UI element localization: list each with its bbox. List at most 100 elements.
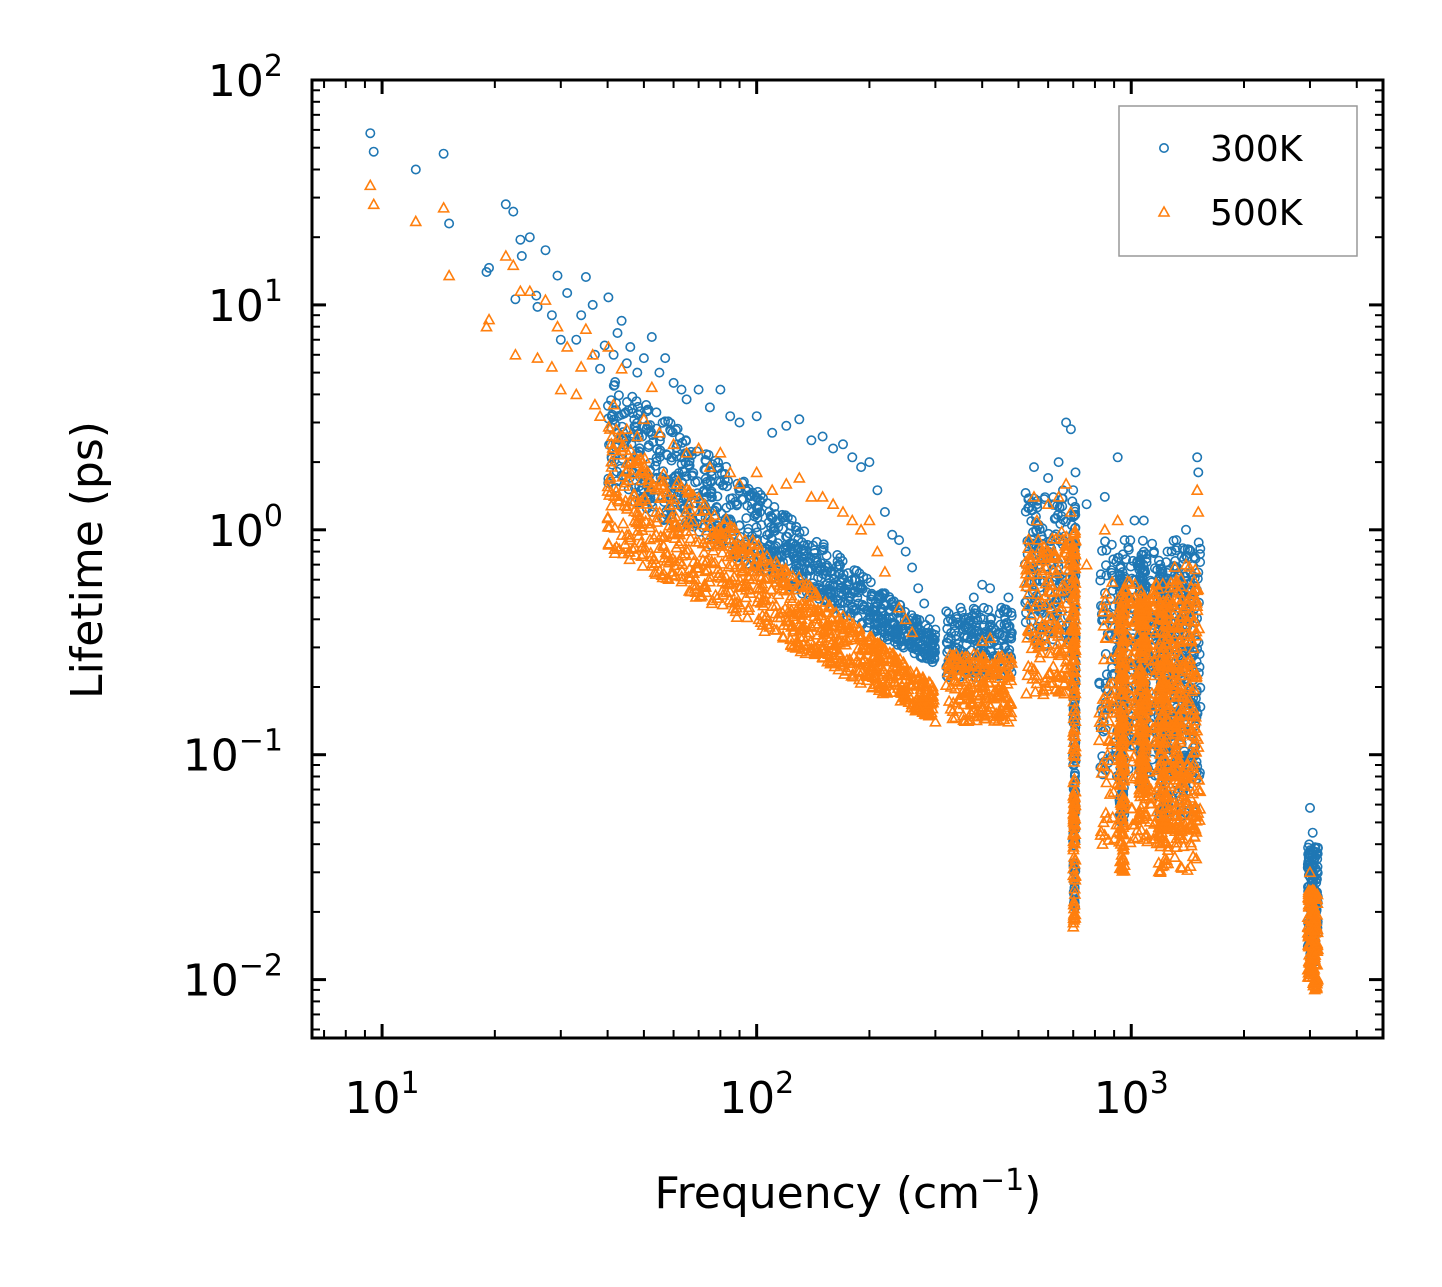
data-point-300k — [627, 403, 638, 414]
data-point-300k — [802, 539, 813, 550]
data-point-300k — [1095, 569, 1106, 580]
data-point-500k — [852, 621, 866, 633]
data-point-500k — [713, 527, 727, 540]
data-point-500k — [638, 492, 652, 505]
data-point-500k — [678, 547, 692, 559]
data-point-500k — [733, 531, 746, 543]
data-point-500k — [1098, 690, 1112, 702]
data-point-500k — [748, 559, 762, 572]
data-point-300k — [483, 262, 494, 273]
data-point-500k — [854, 629, 868, 641]
data-point-500k — [606, 441, 620, 453]
data-point-500k — [601, 520, 615, 532]
data-point-500k — [786, 573, 799, 586]
data-point-500k — [794, 579, 808, 591]
data-point-500k — [1068, 817, 1082, 830]
data-point-300k — [772, 538, 783, 549]
data-point-500k — [803, 625, 816, 638]
data-point-300k — [603, 292, 614, 303]
data-point-500k — [1045, 601, 1059, 613]
data-point-300k — [672, 423, 683, 434]
data-point-300k — [613, 390, 624, 401]
data-point-500k — [1100, 775, 1113, 788]
data-point-300k — [1166, 546, 1177, 557]
data-point-500k — [693, 589, 707, 601]
data-point-300k — [1026, 616, 1037, 627]
data-point-500k — [969, 657, 983, 670]
data-point-500k — [1019, 567, 1033, 579]
data-point-500k — [1160, 853, 1173, 865]
data-point-300k — [635, 485, 646, 496]
data-point-500k — [603, 422, 617, 434]
data-point-300k — [968, 603, 979, 614]
data-point-500k — [1032, 640, 1046, 652]
data-point-300k — [847, 452, 858, 463]
data-point-500k — [1133, 810, 1146, 823]
data-point-300k — [632, 367, 643, 378]
data-point-500k — [1135, 766, 1149, 779]
data-point-500k — [612, 494, 626, 507]
data-point-500k — [1115, 807, 1129, 820]
data-point-500k — [689, 579, 703, 591]
data-point-500k — [1056, 583, 1069, 596]
data-point-500k — [1138, 791, 1152, 804]
data-point-500k — [1157, 858, 1170, 871]
data-point-500k — [636, 547, 650, 559]
data-point-500k — [784, 637, 798, 650]
data-point-500k — [635, 523, 649, 535]
data-point-300k — [1095, 575, 1106, 586]
data-point-500k — [1136, 618, 1150, 630]
data-point-500k — [978, 686, 992, 698]
data-point-500k — [662, 519, 676, 531]
data-point-300k — [768, 522, 779, 533]
data-point-500k — [1136, 631, 1150, 643]
data-point-500k — [1103, 753, 1117, 766]
data-point-500k — [713, 566, 727, 579]
data-point-500k — [1124, 655, 1138, 667]
data-point-300k — [862, 622, 873, 633]
data-point-500k — [1068, 857, 1081, 869]
data-point-500k — [670, 540, 683, 553]
data-point-300k — [1155, 581, 1166, 592]
data-point-500k — [890, 678, 904, 690]
data-point-500k — [1187, 682, 1201, 695]
data-point-500k — [1124, 649, 1138, 661]
data-point-500k — [978, 708, 992, 720]
data-point-500k — [683, 502, 697, 515]
data-point-300k — [368, 146, 379, 157]
data-point-300k — [828, 443, 839, 454]
data-point-500k — [814, 604, 827, 617]
data-point-500k — [601, 479, 615, 492]
data-point-500k — [1160, 593, 1173, 606]
data-point-500k — [768, 623, 781, 635]
data-point-300k — [1189, 551, 1200, 562]
data-point-500k — [601, 511, 615, 524]
data-point-500k — [729, 604, 743, 617]
data-point-500k — [1137, 649, 1151, 661]
data-point-500k — [837, 667, 851, 679]
data-point-500k — [1125, 801, 1139, 814]
data-point-500k — [1025, 660, 1038, 673]
data-point-500k — [1034, 646, 1048, 658]
data-point-300k — [887, 529, 898, 540]
data-point-500k — [729, 560, 742, 573]
data-point-500k — [729, 546, 742, 558]
data-point-300k — [942, 623, 953, 634]
data-point-500k — [1123, 575, 1137, 588]
data-point-500k — [750, 581, 764, 594]
data-point-500k — [1018, 576, 1032, 588]
data-point-300k — [641, 399, 652, 410]
data-point-500k — [1114, 682, 1127, 695]
data-point-500k — [1132, 600, 1146, 612]
data-point-500k — [1003, 654, 1017, 666]
data-point-500k — [1029, 685, 1042, 697]
data-point-500k — [605, 455, 618, 467]
data-point-500k — [641, 465, 655, 477]
data-point-500k — [967, 703, 981, 715]
data-point-500k — [616, 516, 630, 529]
data-point-300k — [823, 589, 834, 600]
data-point-500k — [1019, 563, 1033, 575]
data-point-300k — [847, 602, 858, 613]
data-point-300k — [1193, 537, 1204, 548]
data-point-300k — [1032, 502, 1043, 513]
